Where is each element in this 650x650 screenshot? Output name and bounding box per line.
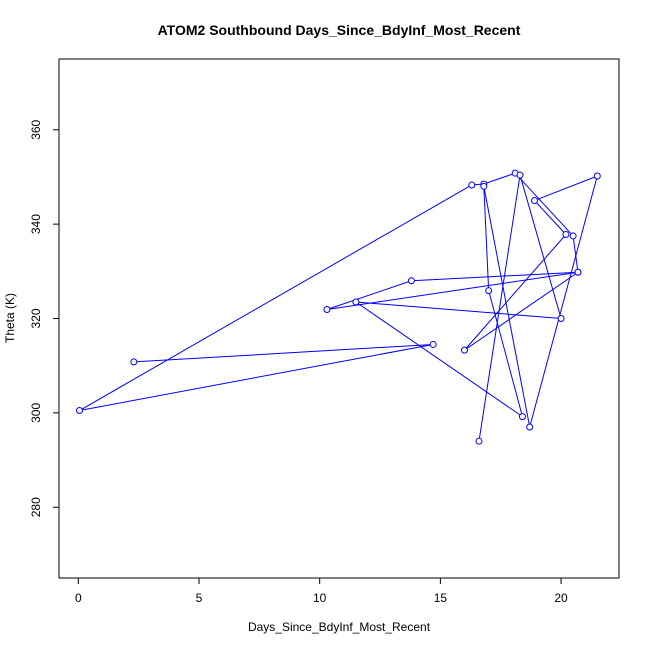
x-axis-label: Days_Since_BdyInf_Most_Recent <box>248 620 431 634</box>
x-tick-label: 5 <box>196 591 203 605</box>
series-line-segment <box>79 343 434 411</box>
series-line-segment <box>478 174 521 442</box>
series-line-segment <box>464 234 567 351</box>
data-point <box>130 358 138 366</box>
series-line-segment <box>488 290 523 417</box>
x-tick-label: 15 <box>434 591 448 605</box>
series-line-segment <box>483 172 516 185</box>
x-axis: 0 5 10 15 20 <box>75 578 568 605</box>
series-line-segment <box>529 175 598 428</box>
series-line-segment <box>483 186 531 428</box>
y-tick-label: 340 <box>29 214 43 234</box>
series-line-segment <box>519 174 562 319</box>
chart-title: ATOM2 Southbound Days_Since_BdyInf_Most_… <box>158 22 521 38</box>
data-point <box>485 287 493 295</box>
series-line-segment <box>355 301 523 418</box>
series-line-segment <box>133 343 434 363</box>
data-point <box>557 315 565 322</box>
data-point <box>480 182 488 190</box>
data-point <box>518 413 526 421</box>
data-point <box>593 172 601 180</box>
series-line-segment <box>572 235 579 273</box>
data-point <box>531 197 539 205</box>
data-point <box>526 423 534 431</box>
data-point <box>407 277 415 285</box>
data-point <box>574 268 582 276</box>
data-point <box>429 340 437 348</box>
series-line-segment <box>326 280 412 311</box>
series-line-segment <box>355 301 562 319</box>
data-point <box>569 232 577 240</box>
data-point <box>516 171 524 179</box>
y-axis-label: Theta (K) <box>3 293 17 343</box>
series-line-segment <box>534 200 567 235</box>
series-line-segment <box>411 271 578 282</box>
series-line-segment <box>483 186 490 291</box>
x-tick-label: 10 <box>313 591 327 605</box>
series-line-segment <box>514 172 574 237</box>
y-tick-label: 320 <box>29 308 43 328</box>
data-point <box>562 231 570 239</box>
series-line-segment <box>464 271 579 351</box>
data-point <box>475 437 483 445</box>
x-tick-label: 20 <box>554 591 568 605</box>
y-axis: 280 300 320 340 360 <box>29 119 59 517</box>
series-line-segment <box>534 175 598 202</box>
series-group <box>76 169 601 445</box>
data-point <box>468 181 476 189</box>
data-point <box>76 407 84 415</box>
data-point <box>352 298 360 306</box>
series-line-segment <box>79 184 473 411</box>
y-tick-label: 360 <box>29 119 43 139</box>
x-tick-label: 0 <box>75 591 82 605</box>
data-point <box>323 306 331 314</box>
y-tick-label: 280 <box>29 497 43 517</box>
data-point <box>461 346 469 354</box>
y-tick-label: 300 <box>29 403 43 423</box>
